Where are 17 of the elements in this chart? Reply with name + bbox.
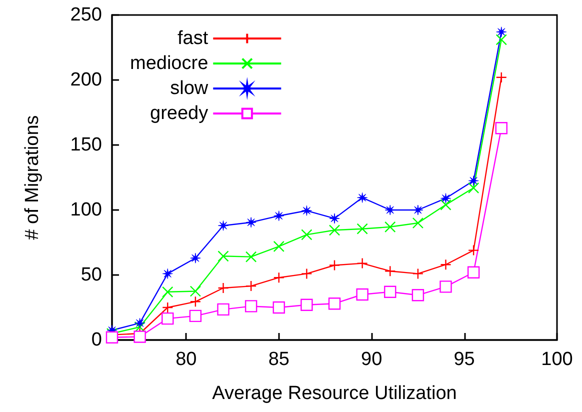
legend-label: mediocre [130, 53, 208, 74]
legend-label: greedy [150, 103, 209, 124]
x-tick-label: 100 [541, 349, 573, 370]
x-axis-title: Average Resource Utilization [212, 383, 457, 404]
y-tick-label: 100 [70, 200, 102, 220]
legend-label: slow [170, 78, 208, 99]
y-axis-title: # of Migrations [22, 115, 43, 240]
y-tick-label: 250 [70, 4, 102, 26]
legend-label: fast [178, 28, 209, 49]
y-tick-label: 200 [70, 70, 102, 90]
y-tick-label: 50 [80, 264, 102, 286]
x-tick-label: 95 [454, 349, 475, 370]
y-tick-label: 0 [91, 330, 102, 350]
x-tick-label: 85 [268, 349, 290, 370]
y-tick-label: 150 [70, 134, 102, 156]
x-tick-label: 90 [361, 349, 382, 370]
x-tick-label: 80 [176, 349, 197, 370]
